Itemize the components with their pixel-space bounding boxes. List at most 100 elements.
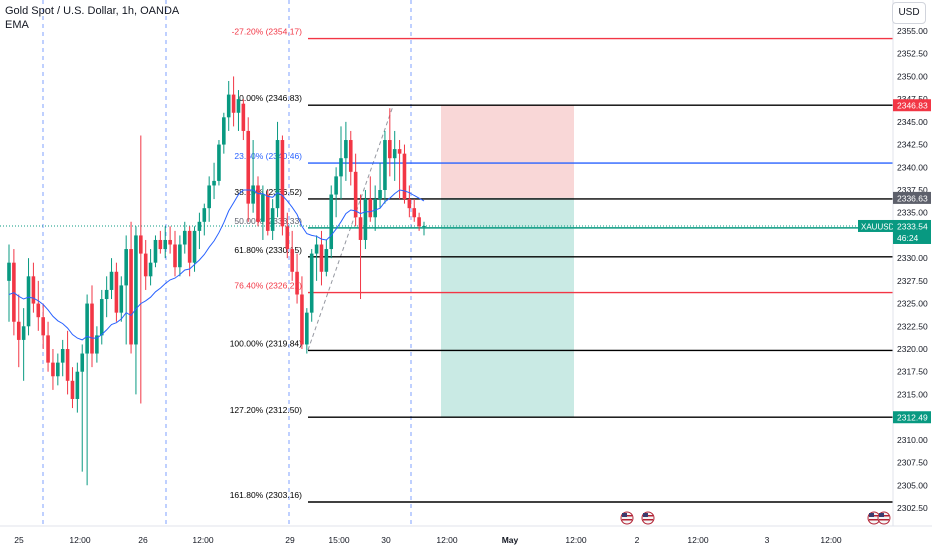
candle[interactable] (236, 90, 241, 131)
candle[interactable] (109, 258, 114, 300)
candle[interactable] (226, 80, 231, 131)
candle[interactable] (51, 349, 55, 390)
candle[interactable] (407, 185, 412, 218)
candle[interactable] (187, 226, 192, 277)
candle[interactable] (197, 212, 202, 250)
candle[interactable] (75, 362, 80, 413)
candle[interactable] (261, 185, 265, 240)
candle[interactable] (178, 235, 182, 277)
candle[interactable] (300, 276, 304, 349)
candle[interactable] (139, 135, 143, 404)
candle[interactable] (309, 249, 314, 322)
candle[interactable] (158, 230, 163, 254)
candle[interactable] (31, 262, 36, 313)
candle[interactable] (314, 235, 319, 281)
candle[interactable] (378, 162, 382, 209)
us-flag-icon[interactable] (877, 511, 891, 525)
candle[interactable] (348, 130, 353, 186)
candle[interactable] (344, 121, 348, 181)
currency-button[interactable]: USD (892, 2, 926, 24)
candle[interactable] (363, 190, 368, 250)
candle[interactable] (85, 294, 89, 486)
candle[interactable] (134, 226, 138, 395)
price-tick-label: 2330.00 (897, 253, 928, 263)
candle[interactable] (285, 212, 290, 259)
candle[interactable] (265, 190, 270, 236)
candle[interactable] (373, 185, 377, 231)
candle[interactable] (95, 326, 99, 363)
candle[interactable] (168, 226, 172, 254)
candle[interactable] (129, 221, 133, 354)
candle[interactable] (99, 289, 104, 345)
candle[interactable] (119, 276, 124, 322)
candle[interactable] (207, 176, 211, 222)
candle[interactable] (65, 330, 70, 395)
candle[interactable] (217, 140, 221, 186)
candle[interactable] (41, 303, 45, 349)
candle[interactable] (275, 121, 280, 218)
candle[interactable] (329, 185, 334, 259)
candle[interactable] (388, 108, 392, 177)
indicator-label[interactable]: EMA (5, 19, 29, 31)
candle[interactable] (124, 235, 128, 345)
candle[interactable] (90, 285, 94, 368)
candle[interactable] (60, 339, 65, 377)
candle[interactable] (295, 253, 299, 304)
candle[interactable] (231, 76, 236, 127)
candle[interactable] (422, 221, 426, 236)
candle[interactable] (70, 367, 75, 409)
candle[interactable] (246, 117, 251, 222)
candle[interactable] (339, 126, 343, 200)
candle[interactable] (148, 249, 153, 286)
candle[interactable] (36, 280, 41, 331)
candle[interactable] (7, 244, 11, 322)
candle[interactable] (270, 199, 275, 240)
candle[interactable] (383, 130, 387, 204)
candle[interactable] (114, 262, 119, 322)
price-tick-label: 2352.50 (897, 49, 928, 59)
candle[interactable] (280, 135, 285, 236)
candle[interactable] (417, 212, 421, 231)
candle[interactable] (368, 176, 373, 222)
candle[interactable] (324, 239, 329, 277)
candle[interactable] (16, 294, 21, 368)
price-tick-label: 2322.50 (897, 321, 928, 331)
candle[interactable] (290, 230, 294, 281)
time-tick-label: 3 (765, 535, 770, 545)
candle[interactable] (256, 176, 260, 227)
take-profit-zone[interactable] (441, 197, 574, 418)
candle[interactable] (202, 203, 207, 236)
candle[interactable] (80, 344, 85, 472)
candle[interactable] (241, 99, 246, 141)
price-tick-label: 2350.00 (897, 71, 928, 81)
price-tick-label: 2317.50 (897, 367, 928, 377)
candle[interactable] (182, 221, 187, 254)
candle[interactable] (319, 230, 324, 286)
candle[interactable] (143, 239, 148, 290)
candle[interactable] (305, 308, 309, 354)
candle[interactable] (222, 112, 226, 154)
candle[interactable] (334, 167, 338, 218)
candle[interactable] (412, 199, 417, 222)
candle[interactable] (46, 321, 50, 372)
stop-loss-zone[interactable] (441, 105, 574, 198)
candle[interactable] (392, 130, 397, 181)
candle[interactable] (251, 140, 255, 213)
candle[interactable] (163, 226, 168, 259)
candle[interactable] (353, 153, 358, 227)
us-flag-icon[interactable] (641, 511, 655, 525)
candle[interactable] (173, 230, 177, 277)
candle[interactable] (56, 353, 60, 386)
candle[interactable] (402, 144, 407, 204)
candle[interactable] (358, 194, 363, 300)
price-tick-label: 2337.50 (897, 185, 928, 195)
us-flag-icon[interactable] (620, 511, 634, 525)
candle[interactable] (104, 276, 109, 318)
candle[interactable] (153, 235, 158, 268)
candle[interactable] (21, 308, 26, 381)
time-tick-label: 12:00 (436, 535, 458, 545)
candle[interactable] (397, 140, 402, 200)
time-tick-label: 2 (635, 535, 640, 545)
candle[interactable] (212, 162, 216, 200)
